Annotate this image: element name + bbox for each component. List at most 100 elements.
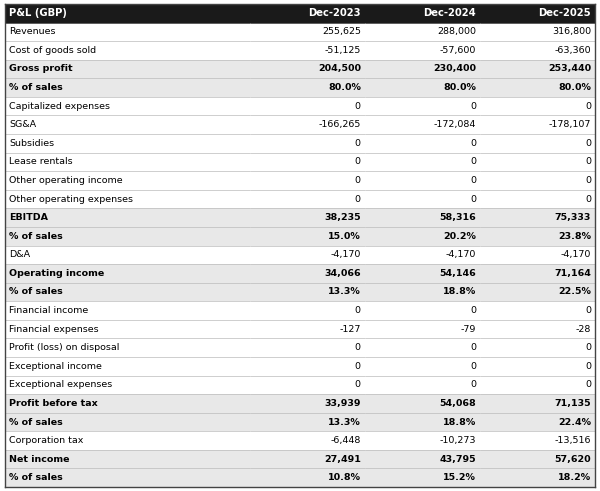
Bar bbox=[480, 171, 595, 190]
Text: 0: 0 bbox=[470, 381, 476, 389]
Text: 0: 0 bbox=[585, 102, 591, 110]
Text: -178,107: -178,107 bbox=[548, 120, 591, 129]
Text: 54,146: 54,146 bbox=[439, 269, 476, 278]
Bar bbox=[480, 190, 595, 208]
Bar bbox=[250, 134, 365, 153]
Bar bbox=[365, 134, 480, 153]
Text: -6,448: -6,448 bbox=[331, 436, 361, 445]
Bar bbox=[250, 4, 365, 23]
Text: 80.0%: 80.0% bbox=[558, 83, 591, 92]
Bar bbox=[5, 357, 250, 376]
Text: 75,333: 75,333 bbox=[554, 213, 591, 222]
Bar bbox=[5, 394, 250, 413]
Text: D&A: D&A bbox=[9, 250, 30, 259]
Bar bbox=[365, 413, 480, 431]
Bar bbox=[250, 227, 365, 246]
Text: % of sales: % of sales bbox=[9, 417, 62, 427]
Text: -127: -127 bbox=[340, 325, 361, 333]
Bar bbox=[250, 115, 365, 134]
Text: -166,265: -166,265 bbox=[319, 120, 361, 129]
Text: Dec-2023: Dec-2023 bbox=[308, 8, 361, 18]
Text: 0: 0 bbox=[470, 102, 476, 110]
Bar bbox=[480, 23, 595, 41]
Bar bbox=[250, 208, 365, 227]
Bar bbox=[5, 171, 250, 190]
Text: -4,170: -4,170 bbox=[560, 250, 591, 259]
Bar bbox=[250, 450, 365, 468]
Bar bbox=[5, 4, 250, 23]
Text: -57,600: -57,600 bbox=[440, 46, 476, 55]
Bar bbox=[250, 97, 365, 115]
Text: Subsidies: Subsidies bbox=[9, 139, 54, 148]
Bar bbox=[480, 97, 595, 115]
Bar bbox=[250, 246, 365, 264]
Text: 33,939: 33,939 bbox=[325, 399, 361, 408]
Bar bbox=[480, 4, 595, 23]
Text: Corporation tax: Corporation tax bbox=[9, 436, 83, 445]
Text: SG&A: SG&A bbox=[9, 120, 36, 129]
Bar bbox=[480, 450, 595, 468]
Bar bbox=[480, 227, 595, 246]
Bar bbox=[365, 208, 480, 227]
Text: 316,800: 316,800 bbox=[552, 27, 591, 36]
Bar bbox=[5, 283, 250, 301]
Bar bbox=[480, 283, 595, 301]
Text: 71,164: 71,164 bbox=[554, 269, 591, 278]
Bar bbox=[365, 227, 480, 246]
Text: 0: 0 bbox=[470, 139, 476, 148]
Bar bbox=[365, 4, 480, 23]
Bar bbox=[5, 450, 250, 468]
Bar bbox=[365, 431, 480, 450]
Bar bbox=[480, 320, 595, 338]
Text: 0: 0 bbox=[585, 381, 591, 389]
Bar bbox=[5, 208, 250, 227]
Text: 20.2%: 20.2% bbox=[443, 232, 476, 241]
Bar bbox=[480, 468, 595, 487]
Bar bbox=[480, 78, 595, 97]
Text: 0: 0 bbox=[355, 381, 361, 389]
Text: 0: 0 bbox=[355, 194, 361, 204]
Text: 80.0%: 80.0% bbox=[328, 83, 361, 92]
Text: -10,273: -10,273 bbox=[439, 436, 476, 445]
Bar bbox=[365, 357, 480, 376]
Bar bbox=[5, 78, 250, 97]
Text: 15.2%: 15.2% bbox=[443, 473, 476, 482]
Bar bbox=[5, 468, 250, 487]
Text: Operating income: Operating income bbox=[9, 269, 104, 278]
Bar bbox=[365, 320, 480, 338]
Text: Profit (loss) on disposal: Profit (loss) on disposal bbox=[9, 343, 119, 352]
Bar bbox=[480, 413, 595, 431]
Text: 57,620: 57,620 bbox=[554, 455, 591, 464]
Bar bbox=[5, 153, 250, 171]
Text: Financial expenses: Financial expenses bbox=[9, 325, 98, 333]
Bar bbox=[250, 190, 365, 208]
Text: Exceptional expenses: Exceptional expenses bbox=[9, 381, 112, 389]
Bar bbox=[5, 413, 250, 431]
Bar bbox=[250, 41, 365, 60]
Bar bbox=[5, 320, 250, 338]
Text: Dec-2024: Dec-2024 bbox=[423, 8, 476, 18]
Text: 0: 0 bbox=[355, 343, 361, 352]
Bar bbox=[250, 60, 365, 78]
Bar bbox=[250, 153, 365, 171]
Bar bbox=[250, 338, 365, 357]
Text: -28: -28 bbox=[575, 325, 591, 333]
Bar bbox=[365, 97, 480, 115]
Bar bbox=[250, 320, 365, 338]
Text: 0: 0 bbox=[470, 362, 476, 371]
Bar bbox=[5, 264, 250, 283]
Bar bbox=[5, 23, 250, 41]
Text: 0: 0 bbox=[355, 158, 361, 166]
Text: -4,170: -4,170 bbox=[331, 250, 361, 259]
Bar bbox=[365, 115, 480, 134]
Text: 0: 0 bbox=[585, 306, 591, 315]
Bar bbox=[365, 450, 480, 468]
Text: 43,795: 43,795 bbox=[439, 455, 476, 464]
Text: Revenues: Revenues bbox=[9, 27, 55, 36]
Text: 0: 0 bbox=[585, 139, 591, 148]
Bar bbox=[5, 190, 250, 208]
Bar bbox=[365, 60, 480, 78]
Text: 22.4%: 22.4% bbox=[558, 417, 591, 427]
Bar bbox=[5, 97, 250, 115]
Bar bbox=[250, 78, 365, 97]
